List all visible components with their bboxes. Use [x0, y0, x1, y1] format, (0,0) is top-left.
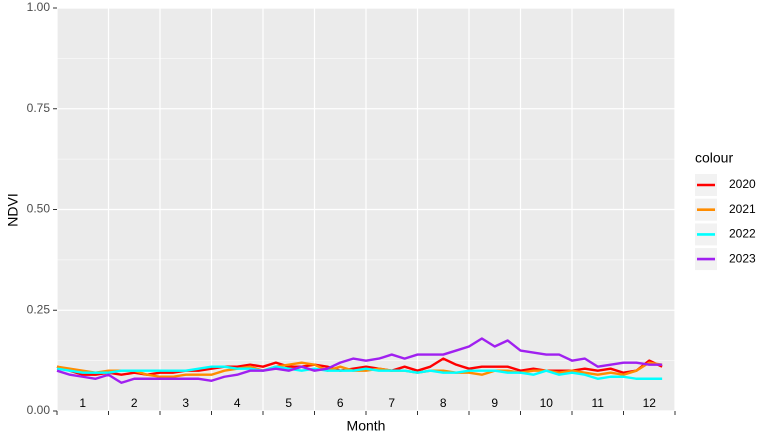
y-tick-label: 0.00: [27, 403, 51, 417]
x-tick-label: 12: [643, 396, 657, 410]
x-tick-label: 6: [337, 396, 344, 410]
legend-label: 2021: [729, 202, 756, 216]
legend-title: colour: [695, 150, 733, 166]
x-tick-label: 8: [440, 396, 447, 410]
data-line: [56, 337, 663, 384]
legend-label: 2023: [729, 251, 756, 265]
legend-label: 2022: [729, 227, 756, 241]
x-tick-label: 9: [491, 396, 498, 410]
x-tick-label: 2: [131, 396, 138, 410]
y-axis-title: NDVI: [5, 193, 21, 226]
legend: colour 2020 2021 2022 2023: [695, 150, 756, 271]
x-tick-label: 4: [234, 396, 241, 410]
lines: [56, 337, 663, 384]
y-tick-label: 0.50: [27, 202, 51, 216]
x-tick-label: 7: [388, 396, 395, 410]
x-tick-label: 3: [182, 396, 189, 410]
x-tick-label: 1: [79, 396, 86, 410]
y-tick-label: 0.25: [27, 302, 51, 316]
x-axis-title: Month: [347, 418, 386, 434]
legend-label: 2020: [729, 177, 756, 191]
x-tick-label: 11: [592, 396, 605, 410]
x-tick-label: 5: [285, 396, 292, 410]
y-tick-label: 0.75: [27, 101, 51, 115]
axes: 0.000.250.500.751.001 2 3 4 5 6 7 8 9 10 11 12: [27, 0, 676, 417]
data-line: [56, 365, 663, 380]
y-tick-label: 1.00: [27, 0, 51, 14]
data-line: [56, 357, 663, 376]
x-tick-label: 10: [540, 396, 554, 410]
